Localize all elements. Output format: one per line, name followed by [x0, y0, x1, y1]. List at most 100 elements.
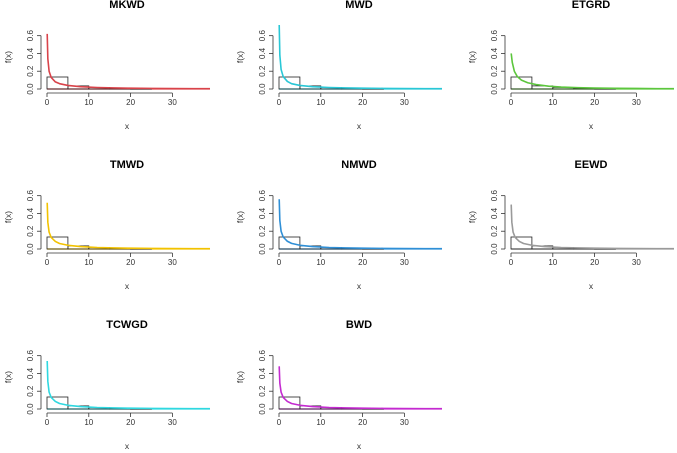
density-curve: [278, 24, 443, 90]
y-tick-label: 0.2: [258, 65, 267, 77]
y-tick-label: 0.2: [26, 385, 35, 397]
x-tick-label: 30: [168, 258, 177, 267]
panel-title: MWD: [345, 0, 373, 11]
x-axis-label: x: [357, 281, 362, 291]
x-axis-label: x: [357, 121, 362, 131]
x-tick-label: 0: [45, 418, 50, 427]
x-tick-label: 10: [316, 258, 325, 267]
y-tick-label: 0.6: [258, 190, 267, 202]
x-tick-label: 0: [509, 258, 514, 267]
y-axis-label: f(x): [3, 211, 13, 223]
y-tick-label: 0.4: [26, 367, 35, 379]
y-tick-label: 0.0: [490, 243, 499, 255]
x-axis-label: x: [589, 281, 594, 291]
density-curve: [278, 199, 443, 250]
x-tick-label: 20: [126, 418, 135, 427]
y-axis-label: f(x): [235, 371, 245, 383]
x-axis-label: x: [125, 281, 130, 291]
panel-bwd: BWD 0.0 0.2 0.4 0.6 0 10 20 30 f(x) x: [235, 319, 443, 451]
y-tick-label: 0.4: [26, 47, 35, 59]
y-tick-label: 0.4: [258, 47, 267, 59]
y-tick-label: 0.2: [258, 225, 267, 237]
y-tick-label: 0.2: [258, 385, 267, 397]
y-tick-label: 0.4: [258, 367, 267, 379]
y-tick-label: 0.6: [26, 190, 35, 202]
y-tick-label: 0.0: [258, 403, 267, 415]
histogram-bar: [510, 236, 533, 250]
y-tick-label: 0.6: [490, 30, 499, 42]
histogram-bar: [46, 236, 69, 250]
x-axis-label: x: [357, 441, 362, 451]
panel-title: ETGRD: [572, 0, 611, 11]
x-tick-label: 0: [277, 258, 282, 267]
x-tick-label: 0: [45, 98, 50, 107]
histogram-bar: [46, 76, 69, 90]
x-tick-label: 10: [548, 258, 557, 267]
panel-title: TMWD: [110, 159, 144, 171]
y-tick-label: 0.2: [26, 65, 35, 77]
y-tick-label: 0.6: [490, 190, 499, 202]
panel-title: EEWD: [575, 159, 608, 171]
x-tick-label: 10: [84, 258, 93, 267]
density-curve: [46, 202, 211, 250]
y-tick-label: 0.0: [258, 83, 267, 95]
x-tick-label: 30: [400, 418, 409, 427]
panel-tmwd: TMWD 0.0 0.2 0.4 0.6 0 10 20 30 f(x) x: [3, 159, 211, 291]
y-axis-label: f(x): [235, 51, 245, 63]
x-tick-label: 10: [316, 98, 325, 107]
x-tick-label: 30: [400, 98, 409, 107]
x-tick-label: 30: [168, 418, 177, 427]
y-tick-label: 0.2: [490, 225, 499, 237]
x-tick-label: 20: [358, 98, 367, 107]
x-tick-label: 10: [548, 98, 557, 107]
x-tick-label: 20: [358, 418, 367, 427]
y-tick-label: 0.6: [258, 350, 267, 362]
histogram-bar: [278, 396, 301, 410]
x-tick-label: 20: [590, 98, 599, 107]
x-tick-label: 10: [316, 418, 325, 427]
density-curve: [510, 53, 675, 90]
x-axis-label: x: [125, 441, 130, 451]
x-tick-label: 30: [632, 258, 641, 267]
panel-title: BWD: [346, 319, 372, 331]
y-axis-label: f(x): [467, 211, 477, 223]
panel-tcwgd: TCWGD 0.0 0.2 0.4 0.6 0 10 20 30 f(x) x: [3, 319, 211, 451]
y-tick-label: 0.0: [26, 403, 35, 415]
x-tick-label: 0: [45, 258, 50, 267]
y-tick-label: 0.2: [26, 225, 35, 237]
panel-mkwd: MKWD 0.0 0.2 0.4 0.6 0 10 20 30 f(x) x: [3, 0, 211, 131]
y-tick-label: 0.6: [26, 350, 35, 362]
panel-nmwd: NMWD 0.0 0.2 0.4 0.6 0 10 20 30 f(x) x: [235, 159, 443, 291]
x-tick-label: 30: [168, 98, 177, 107]
density-curve: [278, 366, 443, 410]
x-tick-label: 20: [126, 258, 135, 267]
y-tick-label: 0.0: [490, 83, 499, 95]
density-curve: [46, 360, 211, 410]
y-axis-label: f(x): [3, 371, 13, 383]
y-tick-label: 0.4: [490, 207, 499, 219]
y-tick-label: 0.6: [258, 30, 267, 42]
x-tick-label: 0: [277, 98, 282, 107]
x-axis-label: x: [125, 121, 130, 131]
x-tick-label: 10: [84, 418, 93, 427]
panel-eewd: EEWD 0.0 0.2 0.4 0.6 0 10 20 30 f(x) x: [467, 159, 675, 291]
y-tick-label: 0.0: [26, 83, 35, 95]
x-tick-label: 0: [277, 418, 282, 427]
x-tick-label: 30: [632, 98, 641, 107]
panel-title: TCWGD: [106, 319, 148, 331]
x-tick-label: 30: [400, 258, 409, 267]
y-tick-label: 0.0: [258, 243, 267, 255]
y-tick-label: 0.4: [26, 207, 35, 219]
panel-etgrd: ETGRD 0.0 0.2 0.4 0.6 0 10 20 30 f(x) x: [467, 0, 675, 131]
y-axis-label: f(x): [467, 51, 477, 63]
x-tick-label: 20: [590, 258, 599, 267]
panel-mwd: MWD 0.0 0.2 0.4 0.6 0 10 20 30 f(x) x: [235, 0, 443, 131]
y-tick-label: 0.2: [490, 65, 499, 77]
x-axis-label: x: [589, 121, 594, 131]
x-tick-label: 20: [358, 258, 367, 267]
histogram-bar: [46, 396, 69, 410]
x-tick-label: 20: [126, 98, 135, 107]
density-curve: [510, 204, 675, 250]
y-axis-label: f(x): [235, 211, 245, 223]
